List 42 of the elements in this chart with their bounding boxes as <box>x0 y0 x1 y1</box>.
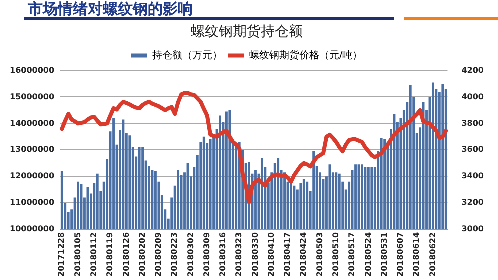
chart-title: 螺纹钢期货持仓额 <box>191 24 303 40</box>
x-tick-label: 20180531 <box>380 232 389 277</box>
y-tick-label: 13000000 <box>10 145 55 154</box>
x-tick-label: 20180223 <box>170 232 180 277</box>
y-tick-label: 14000000 <box>10 118 55 128</box>
y2-tick-label: 3200 <box>462 198 484 208</box>
y-tick-label: 15000000 <box>10 92 55 102</box>
x-tick-label: 20180126 <box>122 232 131 277</box>
x-tick-label: 20180510 <box>331 232 340 277</box>
x-tick-label: 20180105 <box>73 232 82 277</box>
y-tick-label: 11000000 <box>10 198 55 208</box>
y2-tick-label: 3800 <box>462 118 484 128</box>
y-tick-label: 12000000 <box>10 172 55 181</box>
x-tick-label: 20171228 <box>57 232 66 277</box>
x-tick-label: 20180503 <box>315 232 324 277</box>
x-tick-label: 20180112 <box>89 232 98 277</box>
x-tick-label: 20180323 <box>234 232 244 277</box>
text: 市场情绪对螺纹钢的影响 <box>28 0 193 18</box>
x-tick-label: 20180607 <box>396 232 406 277</box>
legend-label: 持仓额（万元） <box>152 49 222 62</box>
y-tick-label: 16000000 <box>10 66 55 75</box>
x-tick-label: 20180517 <box>348 232 357 277</box>
y2-tick-label: 4200 <box>462 66 484 75</box>
x-tick-label: 20180417 <box>283 232 292 277</box>
x-tick-label: 20180309 <box>202 232 212 277</box>
x-tick-label: 20180119 <box>106 232 115 277</box>
legend-label: 螺纹钢期货价格（元/吨） <box>249 49 363 62</box>
x-tick-label: 20180614 <box>412 232 422 277</box>
x-tick-label: 20180302 <box>186 232 196 277</box>
y2-tick-label: 3600 <box>462 145 484 154</box>
x-tick-label: 20180410 <box>266 232 276 277</box>
y2-tick-label: 4000 <box>462 92 484 102</box>
y2-tick-label: 3000 <box>462 224 484 234</box>
x-tick-label: 20180424 <box>299 232 308 277</box>
x-tick-label: 20180330 <box>250 232 260 277</box>
x-tick-label: 20180202 <box>138 232 147 277</box>
y-tick-label: 10000000 <box>10 224 55 234</box>
y2-tick-label: 3400 <box>462 172 484 181</box>
x-tick-label: 20180622 <box>428 232 438 277</box>
x-tick-label: 20180524 <box>364 232 373 277</box>
x-tick-label: 20180316 <box>218 232 228 277</box>
x-tick-label: 20180209 <box>154 232 164 277</box>
